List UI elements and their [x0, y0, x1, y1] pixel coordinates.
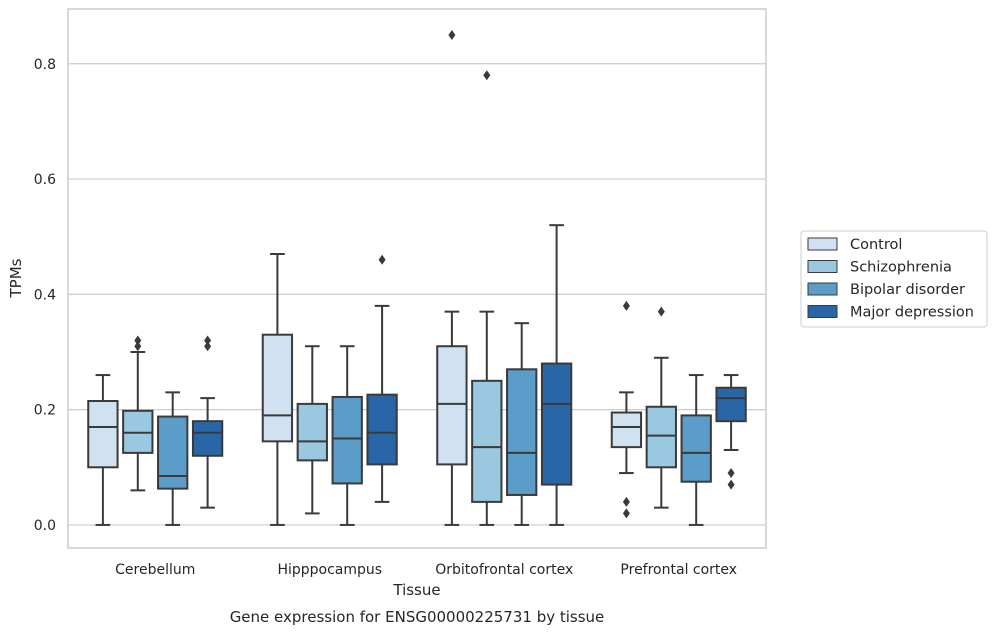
box-iqr	[540, 362, 573, 486]
box-iqr	[471, 379, 503, 503]
y-axis-ticks: 0.0 0.2 0.4 0.6 0.8	[34, 57, 56, 534]
y-tick-label: 0.8	[34, 57, 56, 73]
legend: Control Schizophrenia Bipolar disorder Majo…	[800, 230, 988, 328]
legend-label: Control	[850, 237, 902, 253]
legend-swatch	[807, 237, 838, 251]
box-iqr	[715, 386, 747, 423]
y-axis-label: TPMs	[7, 258, 25, 298]
box	[261, 253, 294, 526]
box	[610, 300, 643, 519]
outlier-point	[204, 335, 212, 346]
outlier-point	[134, 335, 142, 346]
x-axis-ticks: Cerebellum Hipppocampus Orbitofrontal cort…	[115, 562, 737, 578]
outlier-point	[134, 341, 142, 352]
y-tick-label: 0.4	[34, 287, 56, 303]
box	[715, 374, 747, 490]
outlier-point	[378, 254, 386, 265]
x-tick-label: Orbitofrontal cortex	[435, 562, 573, 578]
box-iqr	[610, 411, 643, 449]
x-tick-label: Cerebellum	[115, 562, 195, 578]
outlier-point	[448, 29, 456, 40]
y-tick-label: 0.6	[34, 172, 56, 188]
outlier-point	[483, 70, 491, 81]
box	[296, 345, 328, 515]
plot-frame	[67, 8, 767, 549]
legend-swatch	[807, 305, 838, 318]
legend-swatch	[807, 260, 838, 273]
box-iqr	[366, 393, 398, 466]
box	[122, 335, 154, 492]
outlier-point	[657, 306, 665, 317]
outlier-point	[727, 468, 735, 479]
chart-caption: Gene expression for ENSG00000225731 by t…	[230, 608, 605, 626]
box-plot-series	[87, 29, 747, 526]
box-iqr	[331, 395, 363, 485]
box-iqr	[261, 333, 294, 443]
box	[680, 374, 712, 526]
box	[471, 70, 503, 526]
y-tick-label: 0.0	[34, 518, 56, 534]
outlier-point	[622, 508, 630, 519]
box	[191, 335, 224, 509]
x-tick-label: Prefrontal cortex	[620, 562, 737, 578]
box-iqr	[87, 400, 119, 469]
box-iqr	[436, 345, 468, 466]
outlier-point	[622, 300, 630, 311]
box	[366, 254, 398, 503]
legend-label: Bipolar disorder	[850, 282, 965, 298]
box	[506, 322, 538, 526]
outlier-point	[204, 341, 212, 352]
box-iqr	[506, 368, 538, 496]
box	[331, 345, 363, 526]
legend-label: Schizophrenia	[850, 260, 952, 276]
x-tick-label: Hipppocampus	[277, 562, 382, 578]
box	[157, 391, 189, 526]
legend-label: Major depression	[850, 305, 974, 321]
box-iqr	[680, 414, 712, 483]
legend-swatch	[807, 282, 838, 296]
box	[436, 29, 468, 526]
box-iqr	[191, 420, 224, 457]
outlier-point	[622, 496, 630, 507]
outlier-point	[727, 479, 735, 490]
box-iqr	[157, 415, 189, 490]
box	[87, 374, 119, 526]
box	[645, 306, 677, 509]
box-iqr	[645, 405, 677, 469]
legend-frame	[800, 230, 988, 328]
box-iqr	[296, 402, 328, 462]
box	[540, 224, 573, 526]
y-tick-label: 0.2	[34, 403, 56, 419]
x-axis-label: Tissue	[392, 581, 440, 599]
